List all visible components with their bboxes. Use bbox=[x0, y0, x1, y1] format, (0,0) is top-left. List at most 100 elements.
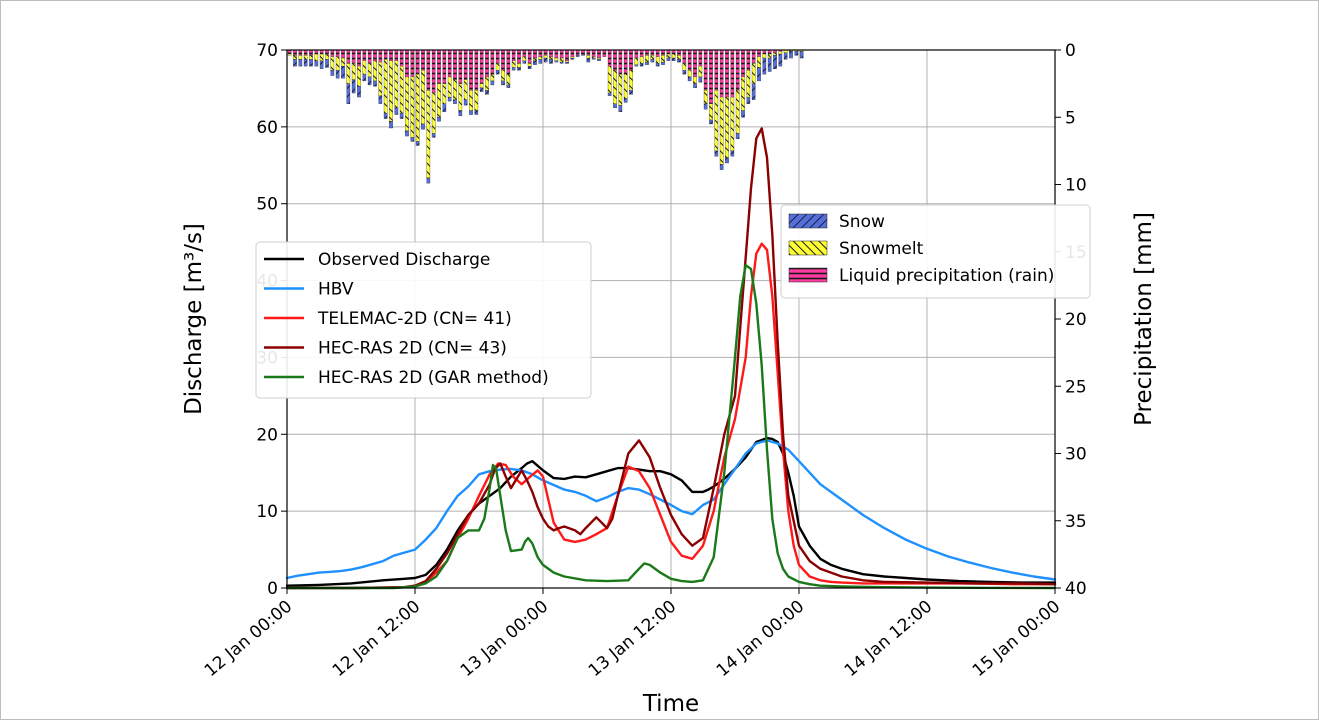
snow-bar bbox=[682, 70, 687, 75]
snow-bar bbox=[735, 133, 740, 139]
rain-bar bbox=[549, 49, 553, 57]
snow-bar bbox=[554, 60, 559, 63]
snowmelt-bar bbox=[506, 74, 511, 86]
x-tick-label: 12 Jan 12:00 bbox=[329, 597, 424, 682]
snowmelt-bar bbox=[645, 55, 649, 63]
snowmelt-bar bbox=[767, 53, 772, 59]
rain-bar bbox=[661, 49, 665, 56]
snowmelt-bar bbox=[634, 57, 639, 65]
snow-bar bbox=[437, 117, 441, 122]
rain-bar bbox=[570, 49, 575, 57]
rain-bar bbox=[687, 49, 692, 71]
snowmelt-bar bbox=[501, 70, 505, 82]
snow-bar bbox=[757, 67, 761, 82]
snowmelt-bar bbox=[335, 56, 340, 71]
snow-bar bbox=[645, 61, 649, 65]
rain-bar bbox=[453, 49, 457, 80]
rain-bar bbox=[581, 49, 585, 55]
snow-bar bbox=[799, 51, 804, 59]
snowmelt-bar bbox=[773, 52, 777, 56]
rain-bar bbox=[730, 49, 735, 98]
rain-bar bbox=[309, 49, 313, 56]
snow-bar bbox=[794, 51, 799, 56]
snow-bar bbox=[421, 123, 425, 130]
rain-bar bbox=[629, 49, 633, 71]
snow-bar bbox=[570, 57, 575, 60]
snowmelt-bar bbox=[687, 70, 692, 78]
snowmelt-bar bbox=[607, 65, 612, 94]
snow-bar bbox=[703, 103, 708, 110]
snow-bar bbox=[453, 99, 457, 104]
rain-bar bbox=[565, 49, 569, 61]
rain-bar bbox=[314, 49, 319, 55]
snowmelt-bar bbox=[533, 57, 537, 61]
snowmelt-bar bbox=[565, 60, 569, 63]
y-tick-label: 20 bbox=[256, 425, 278, 445]
snow-bar bbox=[607, 92, 612, 96]
rain-bar bbox=[415, 49, 420, 75]
snowmelt-bar bbox=[618, 74, 623, 106]
snowmelt-bar bbox=[383, 59, 388, 114]
snowmelt-bar bbox=[639, 56, 644, 64]
snow-bar bbox=[373, 80, 377, 87]
rain-bar bbox=[346, 49, 351, 64]
snowmelt-bar bbox=[469, 90, 473, 111]
rain-bar bbox=[362, 49, 367, 61]
rain-bar bbox=[746, 49, 751, 71]
rain-bar bbox=[399, 49, 404, 67]
snowmelt-bar bbox=[559, 57, 564, 63]
snow-bar bbox=[330, 70, 335, 76]
rain-bar bbox=[698, 49, 703, 67]
snow-bar bbox=[357, 86, 361, 98]
y2-axis-label: Precipitation [mm] bbox=[1131, 212, 1157, 426]
snowmelt-bar bbox=[373, 60, 377, 82]
snow-bar bbox=[767, 57, 772, 72]
snow-bar bbox=[698, 76, 703, 83]
y2-tick-label: 25 bbox=[1065, 377, 1087, 397]
snowmelt-bar bbox=[330, 56, 335, 71]
y-tick-label: 70 bbox=[256, 41, 278, 61]
snow-bar bbox=[325, 59, 329, 68]
snowmelt-bar bbox=[517, 63, 521, 68]
snow-bar bbox=[351, 79, 356, 94]
y2-tick-label: 35 bbox=[1065, 512, 1087, 532]
legend-precip-swatch-1 bbox=[788, 240, 828, 256]
y-tick-label: 10 bbox=[256, 502, 278, 522]
snowmelt-bar bbox=[538, 56, 543, 60]
snow-bar bbox=[687, 76, 692, 82]
snowmelt-bar bbox=[666, 53, 671, 59]
snow-bar bbox=[501, 80, 505, 86]
snow-bar bbox=[677, 59, 681, 63]
snowmelt-bar bbox=[319, 53, 324, 61]
snowmelt-bar bbox=[751, 63, 756, 84]
snow-bar bbox=[426, 177, 431, 184]
snow-bar bbox=[335, 70, 340, 79]
snow-bar bbox=[783, 52, 788, 60]
precipitation-bars bbox=[287, 49, 804, 184]
rain-bar bbox=[543, 49, 548, 56]
snow-bar bbox=[527, 65, 532, 69]
rain-bar bbox=[538, 49, 543, 57]
snow-bar bbox=[762, 57, 767, 75]
legend-label-0: Observed Discharge bbox=[318, 250, 490, 270]
y-axis-label: Discharge [m³/s] bbox=[181, 223, 207, 415]
snow-bar bbox=[405, 130, 409, 137]
snowmelt-bar bbox=[698, 65, 703, 78]
snowmelt-bar bbox=[431, 92, 436, 134]
rain-bar bbox=[341, 49, 345, 59]
snowmelt-bar bbox=[415, 74, 420, 142]
legend-precip-label-1: Snowmelt bbox=[839, 239, 924, 259]
snow-bar bbox=[666, 57, 671, 61]
snow-bar bbox=[346, 83, 351, 104]
snowmelt-bar bbox=[463, 79, 468, 100]
legend-precipitation: Snow Snowmelt Liquid precipitation (rain) bbox=[780, 204, 1091, 299]
x-tick-label: 15 Jan 00:00 bbox=[969, 597, 1064, 682]
rain-bar bbox=[335, 49, 340, 57]
snowmelt-bar bbox=[543, 55, 548, 59]
rain-bar bbox=[693, 49, 697, 78]
snow-bar bbox=[650, 59, 655, 63]
rain-bar bbox=[319, 49, 324, 55]
snow-bar bbox=[442, 103, 447, 113]
